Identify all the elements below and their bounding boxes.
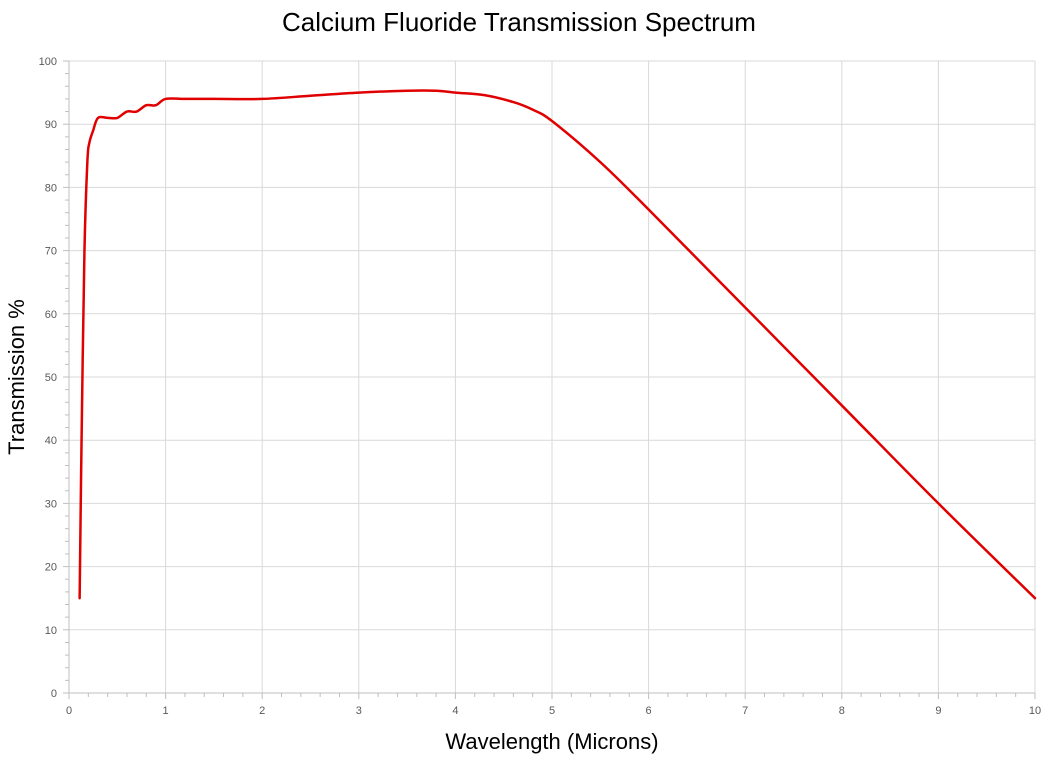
y-tick-label: 90	[45, 119, 57, 131]
x-tick-label: 3	[356, 705, 362, 717]
y-tick-label: 30	[45, 498, 57, 510]
x-tick-label: 8	[839, 705, 845, 717]
y-tick-label: 40	[45, 435, 57, 447]
x-tick-label: 5	[549, 705, 555, 717]
x-tick-label: 6	[646, 705, 652, 717]
x-tick-labels: 0 1 2 3 4 5 6 7 8 9 10	[66, 705, 1041, 717]
chart-title: Calcium Fluoride Transmission Spectrum	[282, 7, 756, 37]
y-tick-label: 100	[39, 56, 57, 68]
x-tick-label: 9	[935, 705, 941, 717]
y-tick-label: 50	[45, 372, 57, 384]
y-axis-label: Transmission %	[4, 299, 29, 455]
y-tick-label: 20	[45, 562, 57, 574]
x-axis-label: Wavelength (Microns)	[445, 729, 658, 754]
x-tick-label: 1	[163, 705, 169, 717]
y-tick-label: 10	[45, 625, 57, 637]
y-tick-label: 70	[45, 246, 57, 258]
axes	[63, 60, 1036, 699]
x-tick-label: 0	[66, 705, 72, 717]
x-tick-label: 10	[1029, 705, 1041, 717]
y-tick-label: 60	[45, 309, 57, 321]
x-tick-label: 2	[259, 705, 265, 717]
y-tick-label: 80	[45, 182, 57, 194]
y-tick-label: 0	[51, 688, 57, 700]
grid	[69, 60, 1036, 693]
series-line	[78, 89, 1037, 600]
x-tick-label: 7	[742, 705, 748, 717]
y-tick-labels: 0 10 20 30 40 50 60 70 80 90 100	[39, 56, 57, 700]
x-tick-label: 4	[452, 705, 458, 717]
